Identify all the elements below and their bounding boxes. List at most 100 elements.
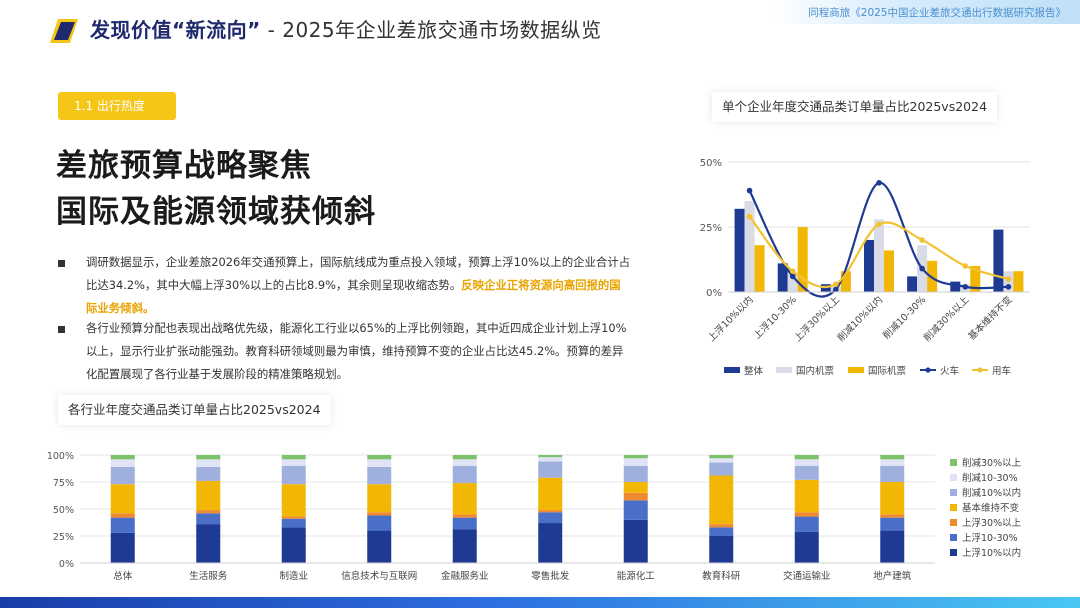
bar <box>884 250 894 292</box>
bullet-marker <box>58 326 65 333</box>
paragraph-1-text: 调研数据显示，企业差旅2026年交通预算上，国际航线成为重点投入领域，预算上浮1… <box>86 255 631 292</box>
stacked-bar-segment <box>538 477 563 511</box>
headline-line1: 差旅预算战略聚焦 <box>56 148 312 184</box>
x-tick-label: 金融服务业 <box>441 570 489 582</box>
section-tag <box>58 92 176 120</box>
line-point <box>919 237 925 243</box>
y-tick-label: 25% <box>700 223 722 234</box>
x-tick-label: 生活服务 <box>189 570 228 582</box>
stacked-bar-segment <box>367 466 392 485</box>
paragraph-1: 调研数据显示，企业差旅2026年交通预算上，国际航线成为重点投入领域，预算上浮1… <box>86 251 632 320</box>
stacked-bar-segment <box>196 455 221 460</box>
stacked-bar-segment <box>794 531 819 563</box>
stacked-bar-segment <box>367 455 392 460</box>
stacked-bar-segment <box>196 466 221 481</box>
stacked-bar-segment <box>623 455 648 459</box>
bar <box>744 201 755 292</box>
stacked-bar-segment <box>623 519 648 563</box>
stacked-bar-segment <box>794 516 819 532</box>
legend-swatch <box>950 534 957 541</box>
stacked-bar-segment <box>538 523 563 563</box>
stacked-bar-segment <box>196 513 221 525</box>
stacked-bar-segment <box>794 512 819 517</box>
stacked-bar-segment <box>880 530 905 563</box>
section-tag-label: 1.1 出行热度 <box>74 99 145 113</box>
bar <box>840 271 851 292</box>
bar <box>874 219 884 292</box>
bullet-marker <box>58 260 65 267</box>
stacked-bar-segment <box>880 517 905 531</box>
stacked-bar-segment <box>367 515 392 531</box>
paragraph-1-highlight: 反映企业正将资源向高回报的国际业务倾斜。 <box>86 278 621 315</box>
bar <box>754 245 765 292</box>
legend-swatch-dot <box>925 367 931 373</box>
stacked-bar-segment <box>794 479 819 513</box>
stacked-bar-segment <box>110 455 135 460</box>
x-tick-label: 总体 <box>113 570 133 582</box>
logo-icon <box>50 19 78 43</box>
stacked-bar-segment <box>110 532 135 563</box>
stacked-bar-segment <box>538 457 563 462</box>
legend-label: 削减30%以上 <box>962 457 1022 469</box>
stacked-bar-segment <box>452 459 477 466</box>
stacked-bar-segment <box>367 484 392 513</box>
x-tick-label: 交通运输业 <box>783 570 831 582</box>
legend-label: 国内机票 <box>796 365 835 377</box>
stacked-bar-segment <box>880 482 905 515</box>
stacked-bar-segment <box>110 484 135 514</box>
stacked-bar-segment <box>452 483 477 515</box>
stacked-bar-segment <box>110 513 135 518</box>
page-title: 发现价值“新流向” - 2025年企业差旅交通市场数据纵览 <box>90 14 602 43</box>
stacked-bar-segment <box>538 461 563 478</box>
stacked-bar-segment <box>709 527 734 536</box>
line-point <box>1005 284 1012 290</box>
bar <box>787 273 798 292</box>
stacked-bar-segment <box>880 455 905 460</box>
chart1-title: 单个企业年度交通品类订单量占比2025vs2024 <box>712 92 998 122</box>
chart2-title: 各行业年度交通品类订单量占比2025vs2024 <box>58 395 331 425</box>
stacked-bar-segment <box>281 484 306 517</box>
stacked-bar-segment <box>196 480 221 511</box>
line-point <box>833 286 839 293</box>
legend-label: 上浮10%以内 <box>962 547 1021 559</box>
line-point <box>1005 276 1012 282</box>
x-tick-label: 制造业 <box>279 570 308 582</box>
legend-swatch <box>950 504 957 511</box>
stacked-bar-segment <box>880 465 905 482</box>
stacked-bar-segment <box>452 517 477 530</box>
stacked-bar-segment <box>538 512 563 524</box>
y-tick-label: 25% <box>53 532 74 543</box>
stacked-bar-segment <box>538 510 563 513</box>
stacked-bar-segment <box>709 524 734 528</box>
legend-label: 火车 <box>940 365 959 377</box>
stacked-bar-segment <box>623 458 648 466</box>
chart1: 0%25%50%上浮10%以内上浮10-30%上浮30%以上削减10%以内削减1… <box>700 158 1030 377</box>
line-point <box>746 187 753 194</box>
stacked-bar-segment <box>880 459 905 466</box>
stacked-bar-segment <box>452 514 477 518</box>
stacked-bar-segment <box>196 459 221 467</box>
bar <box>907 276 918 292</box>
legend-swatch <box>724 367 740 373</box>
stacked-bar-segment <box>709 462 734 476</box>
stacked-bar-segment <box>709 455 734 459</box>
x-tick-label: 上浮10-30% <box>751 294 799 342</box>
bar <box>797 227 808 292</box>
line-point <box>746 213 753 220</box>
stacked-bar-segment <box>110 466 135 485</box>
bar <box>970 266 981 292</box>
bar <box>734 208 745 292</box>
page-title-light: 2025年企业差旅交通市场数据纵览 <box>282 18 602 42</box>
y-tick-label: 0% <box>706 288 722 299</box>
page-title-bold: 发现价值“新流向” <box>90 18 261 42</box>
stacked-bar-segment <box>452 465 477 484</box>
legend-label: 用车 <box>992 365 1011 377</box>
stacked-bar-segment <box>367 459 392 467</box>
y-tick-label: 50% <box>700 158 722 169</box>
stacked-bar-segment <box>623 492 648 501</box>
footer-bar <box>0 597 1080 608</box>
stacked-bar-segment <box>281 459 306 466</box>
bar <box>993 229 1004 292</box>
stacked-bar-segment <box>623 465 648 482</box>
x-tick-label: 零售批发 <box>531 570 570 582</box>
